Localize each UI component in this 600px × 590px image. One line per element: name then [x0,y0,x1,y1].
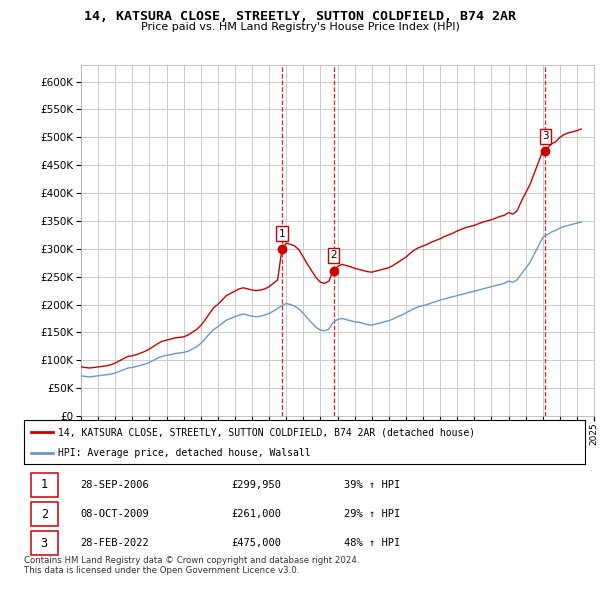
Text: 28-SEP-2006: 28-SEP-2006 [80,480,149,490]
Text: 08-OCT-2009: 08-OCT-2009 [80,509,149,519]
Bar [31,531,58,555]
Text: £261,000: £261,000 [232,509,281,519]
Text: 39% ↑ HPI: 39% ↑ HPI [344,480,400,490]
Text: Contains HM Land Registry data © Crown copyright and database right 2024.
This d: Contains HM Land Registry data © Crown c… [24,556,359,575]
Text: £299,950: £299,950 [232,480,281,490]
Text: 2: 2 [41,507,48,520]
Text: Price paid vs. HM Land Registry's House Price Index (HPI): Price paid vs. HM Land Registry's House … [140,22,460,32]
Text: £475,000: £475,000 [232,538,281,548]
Text: 3: 3 [542,131,549,141]
Text: 14, KATSURA CLOSE, STREETLY, SUTTON COLDFIELD, B74 2AR: 14, KATSURA CLOSE, STREETLY, SUTTON COLD… [84,10,516,23]
Text: HPI: Average price, detached house, Walsall: HPI: Average price, detached house, Wals… [58,448,310,458]
Text: 1: 1 [41,478,48,491]
Text: 1: 1 [278,229,285,239]
Bar [31,473,58,497]
Text: 3: 3 [41,536,48,550]
Text: 2: 2 [330,251,337,261]
Text: 28-FEB-2022: 28-FEB-2022 [80,538,149,548]
Text: 14, KATSURA CLOSE, STREETLY, SUTTON COLDFIELD, B74 2AR (detached house): 14, KATSURA CLOSE, STREETLY, SUTTON COLD… [58,428,475,437]
Text: 29% ↑ HPI: 29% ↑ HPI [344,509,400,519]
Text: 48% ↑ HPI: 48% ↑ HPI [344,538,400,548]
Bar [31,502,58,526]
